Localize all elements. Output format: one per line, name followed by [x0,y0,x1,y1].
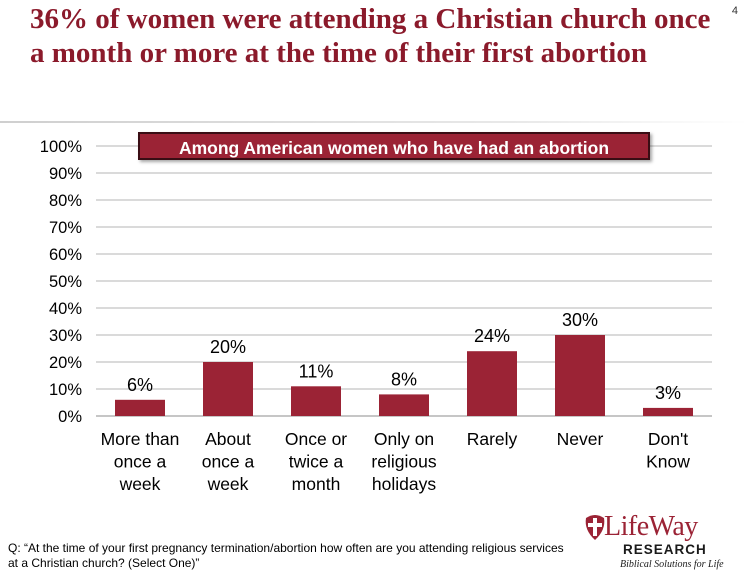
logo-research: RESEARCH [623,542,707,557]
value-label: 24% [474,326,510,346]
cross-icon [585,515,605,540]
bar [115,399,165,416]
bars [115,335,693,416]
y-tick-label: 90% [49,165,82,183]
bar [555,335,605,416]
y-tick-label: 10% [49,381,82,399]
x-category-label: Don't [648,429,688,449]
page-number: 4 [731,5,738,17]
x-category-label: holidays [372,474,436,494]
x-category-label: month [292,474,341,494]
y-tick-label: 40% [49,300,82,318]
bar-chart: 0% 10% 20% 30% 40% 50% 60% 70% 80% 90% 100% 6% 20% 1… [40,138,712,494]
logo-tagline: Biblical Solutions for Life [620,559,724,570]
value-labels: 6% 20% 11% 8% 24% 30% 3% [127,310,681,403]
lifeway-research-logo: LifeWay RESEARCH Biblical Solutions for … [582,511,742,574]
x-category-label: religious [371,452,436,472]
value-label: 20% [210,337,246,357]
bar [203,362,253,416]
title-divider [0,121,748,123]
value-label: 8% [391,369,417,389]
bar [467,351,517,416]
bar [643,407,693,416]
x-category-label: Once or [285,429,347,449]
x-category-label: Know [646,452,690,472]
x-category-label: once a [202,452,255,472]
value-label: 11% [299,361,334,381]
x-category-label: week [119,474,161,494]
x-category-label: Rarely [467,429,518,449]
y-axis-ticks: 0% 10% 20% 30% 40% 50% 60% 70% 80% 90% 100% [40,138,83,426]
y-tick-label: 80% [49,192,82,210]
y-tick-label: 70% [49,219,82,237]
x-category-label: twice a [289,452,344,472]
y-tick-label: 30% [49,327,82,345]
survey-question: Q: “At the time of your first pregnancy … [8,541,564,570]
y-tick-label: 20% [49,354,82,372]
x-category-label: week [207,474,249,494]
y-tick-label: 0% [58,408,82,426]
x-category-label: About [205,429,251,449]
y-tick-label: 100% [40,138,83,156]
y-tick-label: 60% [49,246,82,264]
chart-subtitle: Among American women who have had an abo… [138,132,650,160]
y-tick-label: 50% [49,273,82,291]
x-category-label: Never [557,429,604,449]
logo-brand: LifeWay [604,511,698,542]
x-category-label: Only on [374,429,434,449]
x-category-label: once a [114,452,167,472]
slide-title: 36% of women were attending a Christian … [30,3,711,69]
value-label: 3% [655,383,681,403]
bar [379,394,429,416]
bar [291,386,341,416]
value-label: 6% [127,375,153,395]
x-category-label: More than [101,429,180,449]
value-label: 30% [562,310,598,330]
